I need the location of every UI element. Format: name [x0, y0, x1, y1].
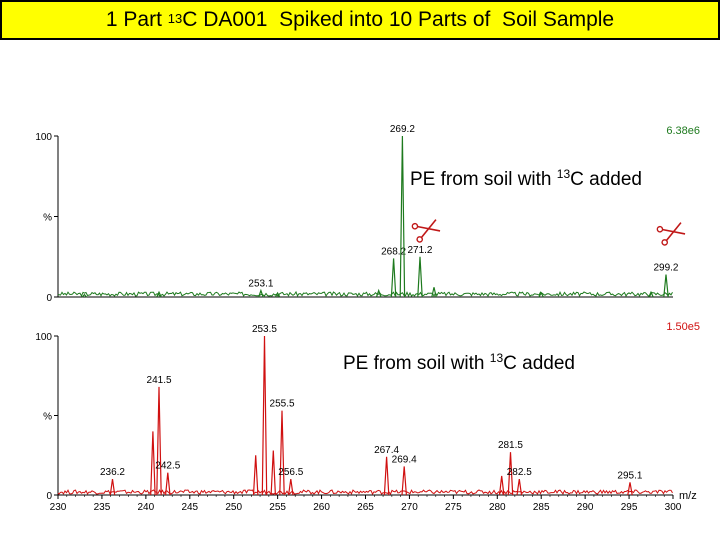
- peak-label: 253.5: [252, 324, 277, 335]
- scissors-handle: [661, 239, 669, 246]
- scissors-icon: [411, 219, 441, 243]
- x-tick-label: 270: [401, 502, 418, 513]
- spectrum-peak: [165, 472, 171, 496]
- baseline-trace: [57, 290, 673, 298]
- x-tick-label: 275: [445, 502, 462, 513]
- spectrum-peak: [498, 475, 505, 496]
- spectrum-peak: [627, 482, 633, 496]
- x-tick-label: 255: [269, 502, 286, 513]
- annotation-pre: PE from soil with: [410, 169, 557, 190]
- spectrum-peak: [81, 293, 88, 298]
- peak-label: 271.2: [407, 245, 432, 256]
- x-tick-label: 280: [489, 502, 506, 513]
- spectrum-peak: [156, 290, 162, 298]
- peak-label: 242.5: [155, 461, 180, 472]
- annotation-post: C added: [503, 353, 575, 374]
- x-tick-label: 285: [533, 502, 550, 513]
- peak-label: 255.5: [270, 399, 295, 410]
- peak-label: 269.2: [390, 124, 415, 135]
- peak-label: 282.5: [507, 467, 532, 478]
- spectrum-peak: [648, 290, 654, 298]
- title-superscript: 13: [167, 10, 183, 26]
- x-tick-label: 295: [621, 502, 638, 513]
- spectrum-peak: [663, 274, 669, 298]
- y-tick-label: 100: [35, 132, 52, 143]
- spectrum-peak: [516, 479, 523, 496]
- x-tick-label: 265: [357, 502, 374, 513]
- x-tick-label: 240: [138, 502, 155, 513]
- peak-label: 236.2: [100, 467, 125, 478]
- peak-label: 268.2: [381, 246, 406, 257]
- spectrum-peak: [274, 291, 281, 298]
- spectrum-peak: [399, 135, 406, 298]
- y-tick-label: 100: [35, 332, 52, 343]
- spectrum-peak: [390, 258, 397, 298]
- spectrum-peak: [538, 291, 544, 298]
- scissors-handle: [416, 236, 424, 243]
- y-tick-label: %: [43, 412, 52, 423]
- annotation-post: C added: [570, 169, 642, 190]
- spectrum-peak: [270, 450, 276, 496]
- baseline-trace: [57, 489, 673, 496]
- scissors-blade: [420, 219, 437, 239]
- spectrum-peak: [261, 335, 268, 496]
- x-tick-label: 235: [94, 502, 111, 513]
- spectrum-peak: [431, 287, 437, 298]
- x-tick-label: 300: [665, 502, 682, 513]
- title-pre: 1 Part: [105, 8, 168, 31]
- spectrum-peak: [279, 410, 285, 496]
- peak-label: 267.4: [374, 445, 399, 456]
- peak-label: 253.1: [248, 279, 273, 290]
- peak-label: 281.5: [498, 440, 523, 451]
- x-tick-label: 290: [577, 502, 594, 513]
- annotation-sup: 13: [490, 351, 504, 365]
- spectrum-peak: [258, 288, 264, 298]
- scissors-blade: [665, 222, 682, 242]
- spectrum-peak: [401, 466, 407, 496]
- y-tick-label: 0: [46, 491, 52, 502]
- spectrum-peak: [150, 431, 156, 496]
- spectrum-peak: [383, 456, 390, 496]
- annotation-text: PE from soil with 13C added: [410, 167, 642, 190]
- y-tick-label: %: [43, 213, 52, 224]
- intensity-label: 1.50e5: [666, 321, 700, 333]
- spectrum-peak: [507, 452, 514, 496]
- peak-label: 269.4: [392, 454, 417, 465]
- intensity-label: 6.38e6: [666, 125, 700, 137]
- annotation-text: PE from soil with 13C added: [343, 351, 575, 374]
- peak-label: 241.5: [147, 375, 172, 386]
- spectrum-peak: [375, 288, 382, 298]
- spectrum-peak: [288, 479, 294, 496]
- scissors-handle: [411, 222, 419, 230]
- scissors-icon: [656, 222, 686, 246]
- x-tick-label: 250: [225, 502, 242, 513]
- page-title: 1 Part 13 C DA001 Spiked into 10 Parts of…: [0, 0, 720, 40]
- y-tick-label: 0: [46, 293, 52, 304]
- spectrum-peak: [252, 455, 259, 496]
- spectrum-peak: [417, 256, 423, 298]
- x-tick-label: 245: [181, 502, 198, 513]
- x-axis-label: m/z: [679, 490, 697, 502]
- scissors-handle: [656, 225, 664, 233]
- x-tick-label: 260: [313, 502, 330, 513]
- peak-label: 299.2: [653, 262, 678, 273]
- spectrum-peak: [156, 386, 162, 496]
- annotation-sup: 13: [557, 167, 571, 181]
- peak-label: 256.5: [278, 467, 303, 478]
- annotation-pre: PE from soil with: [343, 353, 490, 374]
- spectrum-peak: [109, 479, 116, 496]
- x-tick-label: 230: [50, 502, 67, 513]
- peak-label: 295.1: [617, 470, 642, 481]
- title-post: C DA001 Spiked into 10 Parts of Soil Sam…: [182, 8, 615, 31]
